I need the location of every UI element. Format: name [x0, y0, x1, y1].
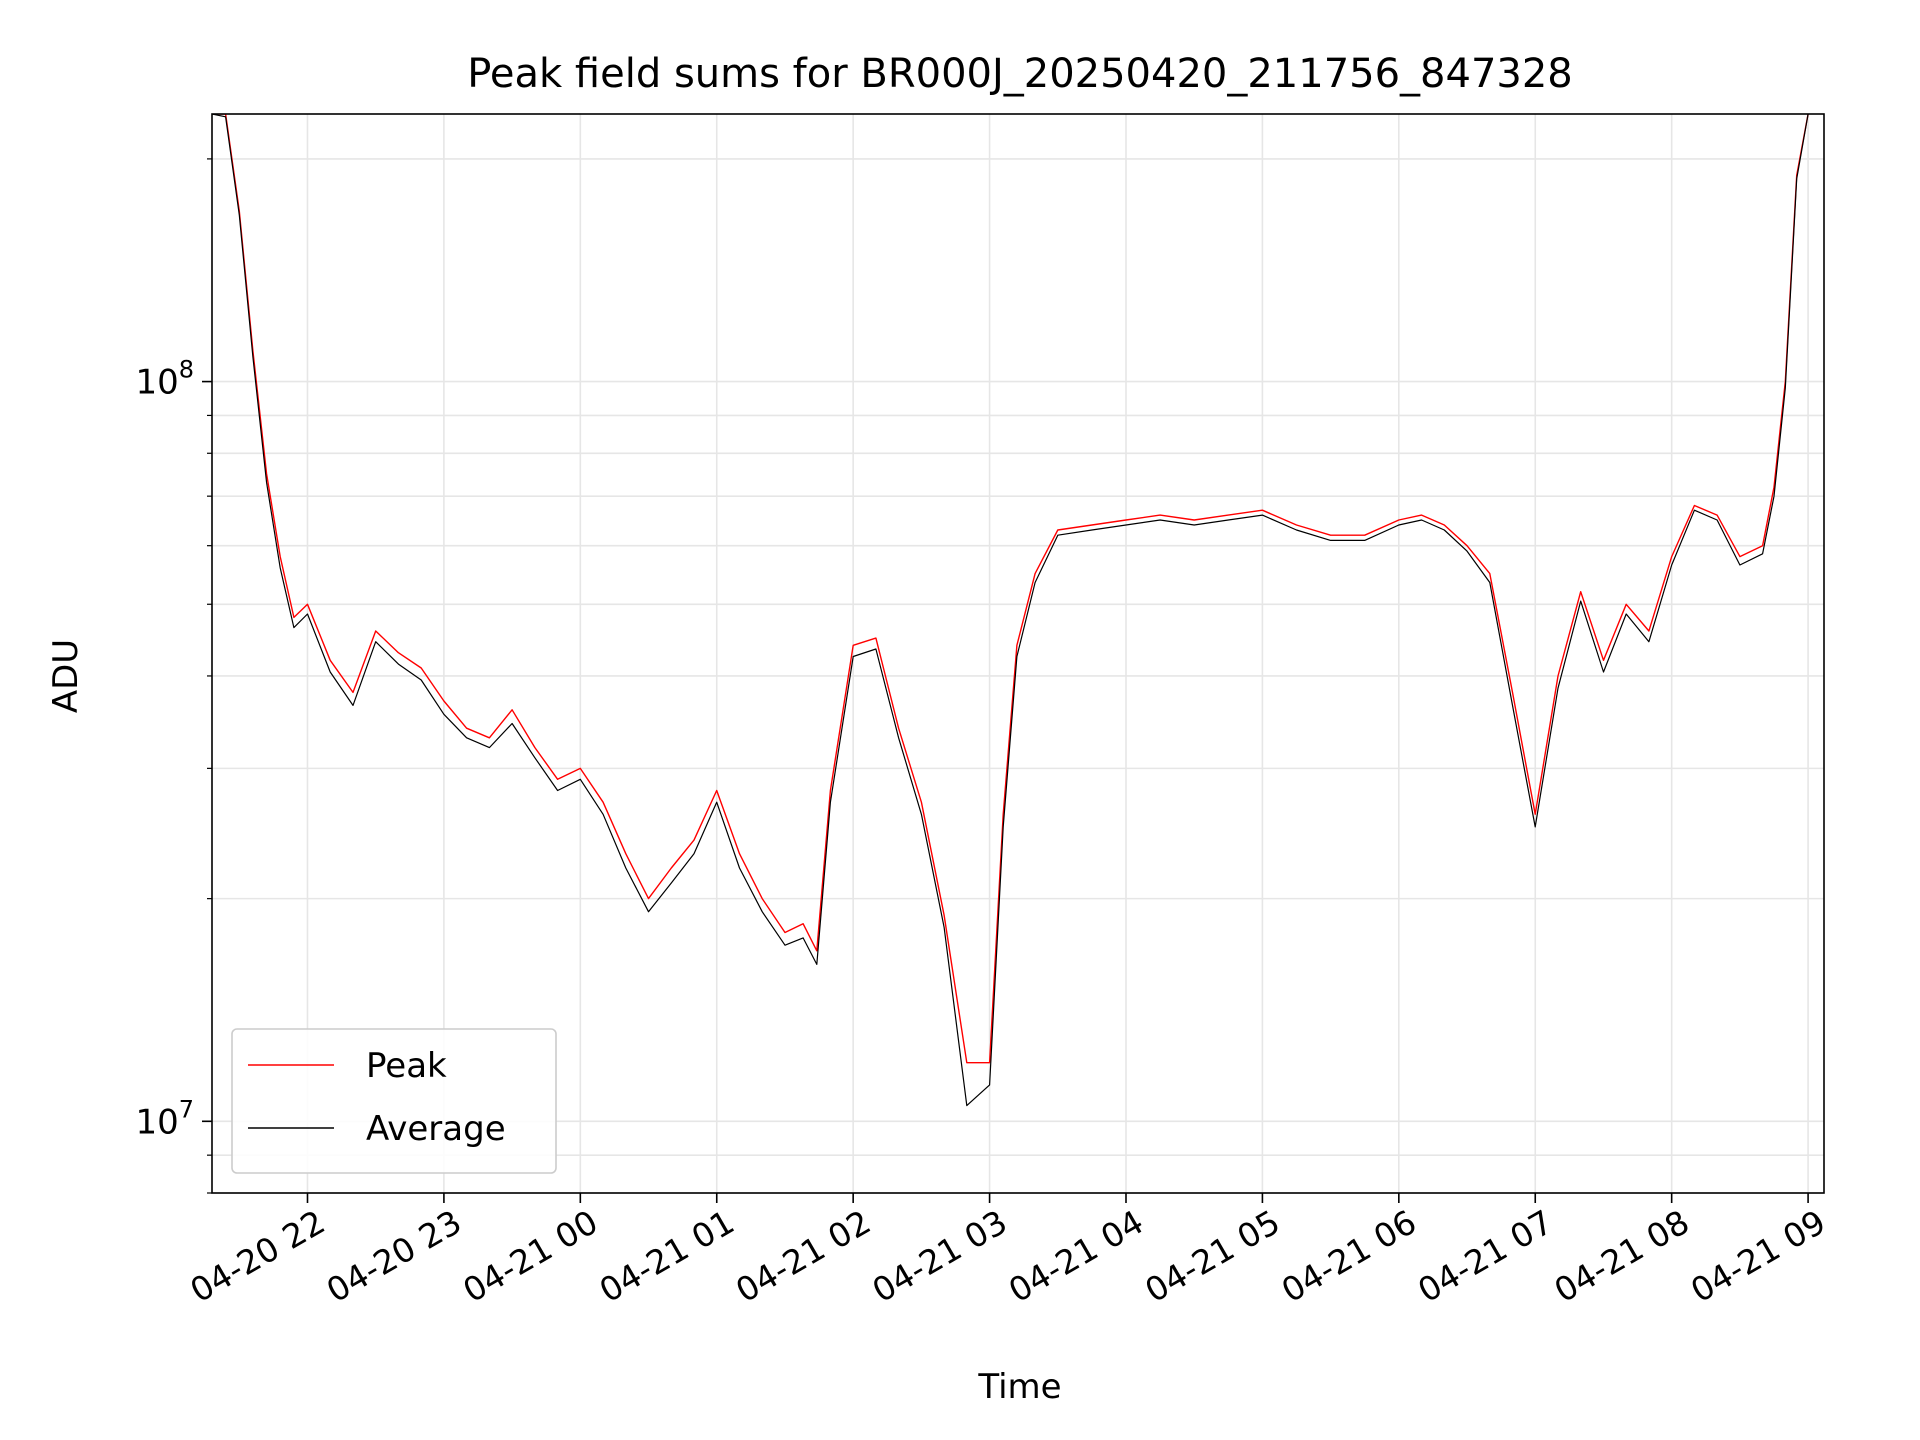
y-tick-label-base: 10: [135, 363, 178, 403]
legend: Peak Average: [231, 1028, 557, 1174]
y-tick-label-exponent: 8: [179, 356, 194, 384]
y-tick-label-exponent: 7: [179, 1095, 194, 1123]
series-line-peak: [212, 114, 1809, 1064]
series-line-average: [212, 114, 1809, 1107]
legend-label-average: Average: [366, 1109, 506, 1149]
grid: [212, 114, 1824, 1194]
y-axis-label: ADU: [46, 639, 86, 713]
legend-label-peak: Peak: [366, 1046, 447, 1086]
y-tick-label-base: 10: [135, 1102, 178, 1142]
series-lines: [212, 114, 1809, 1107]
y-tick-label: 108: [135, 356, 194, 403]
chart-title: Peak field sums for BR000J_20250420_2117…: [467, 51, 1573, 97]
plot-frame: [211, 113, 1825, 1194]
y-tick-label: 107: [135, 1095, 194, 1142]
x-axis-label: Time: [977, 1367, 1061, 1407]
